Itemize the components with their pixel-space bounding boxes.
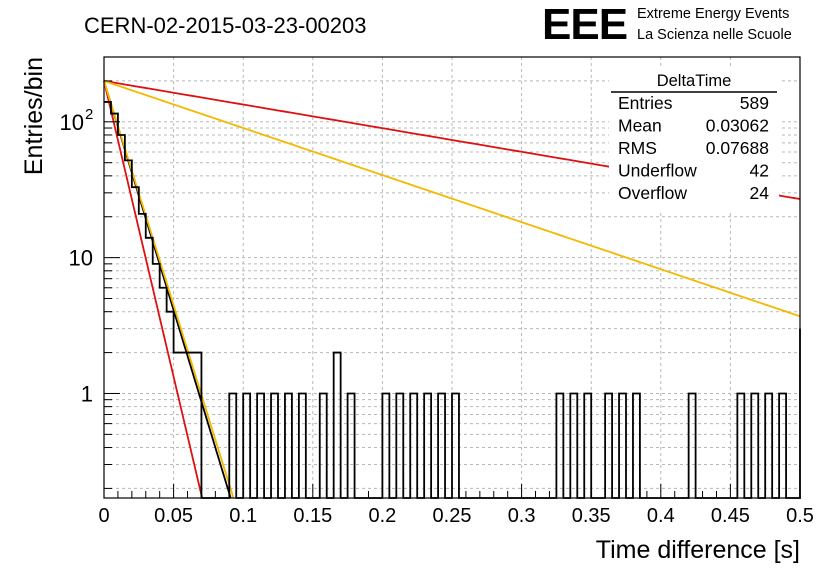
stats-row-value: 42 bbox=[750, 161, 769, 181]
stats-box: DeltaTime Entries 589 Mean 0.03062 RMS 0.0768… bbox=[609, 69, 779, 210]
x-tick-label: 0 bbox=[98, 505, 109, 527]
fit-curve bbox=[103, 80, 204, 499]
x-tick-label: 0.25 bbox=[433, 505, 472, 527]
x-tick-label: 0.1 bbox=[229, 505, 257, 527]
logo-line-1: Extreme Energy Events bbox=[637, 6, 789, 22]
stats-row-value: 0.03062 bbox=[706, 116, 769, 136]
stats-row-label: RMS bbox=[618, 138, 657, 158]
y-axis-title: Entries/bin bbox=[20, 57, 48, 175]
stats-title: DeltaTime bbox=[657, 72, 732, 90]
y-tick-label: 10 bbox=[69, 246, 93, 271]
x-tick-label: 0.15 bbox=[293, 505, 332, 527]
x-tick-label: 0.4 bbox=[647, 505, 675, 527]
x-tick-label: 0.5 bbox=[786, 505, 814, 527]
x-tick-label: 0.35 bbox=[572, 505, 611, 527]
stats-row-value: 0.07688 bbox=[706, 138, 769, 158]
x-tick-label: 0.2 bbox=[368, 505, 396, 527]
eee-logo: EEE bbox=[542, 0, 627, 49]
chart-title: CERN-02-2015-03-23-00203 bbox=[84, 13, 367, 38]
stats-row-value: 589 bbox=[740, 93, 769, 113]
stats-row-label: Underflow bbox=[618, 161, 697, 181]
y-tick-label: 10 bbox=[60, 110, 84, 135]
stats-row-label: Overflow bbox=[618, 183, 687, 203]
x-axis-title: Time difference [s] bbox=[596, 536, 800, 564]
fit-curve bbox=[103, 80, 801, 318]
x-tick-label: 0.3 bbox=[508, 505, 536, 527]
x-tick-label: 0.05 bbox=[154, 505, 193, 527]
logo-line-2: La Scienza nelle Scuole bbox=[637, 27, 792, 43]
x-tick-labels: 0 0.05 0.1 0.15 0.2 0.25 0.3 0.35 0.4 0.45 0.5 bbox=[98, 505, 813, 527]
y-tick-label: 1 bbox=[81, 381, 93, 406]
y-tick-exponent: 2 bbox=[85, 106, 93, 123]
stats-row-value: 24 bbox=[750, 183, 770, 203]
stats-row-label: Entries bbox=[618, 93, 673, 113]
x-tick-label: 0.45 bbox=[711, 505, 750, 527]
stats-row-label: Mean bbox=[618, 116, 662, 136]
stats-rows: Entries 589 Mean 0.03062 RMS 0.07688 Underflow… bbox=[618, 93, 769, 203]
axis-ticks bbox=[103, 80, 801, 498]
